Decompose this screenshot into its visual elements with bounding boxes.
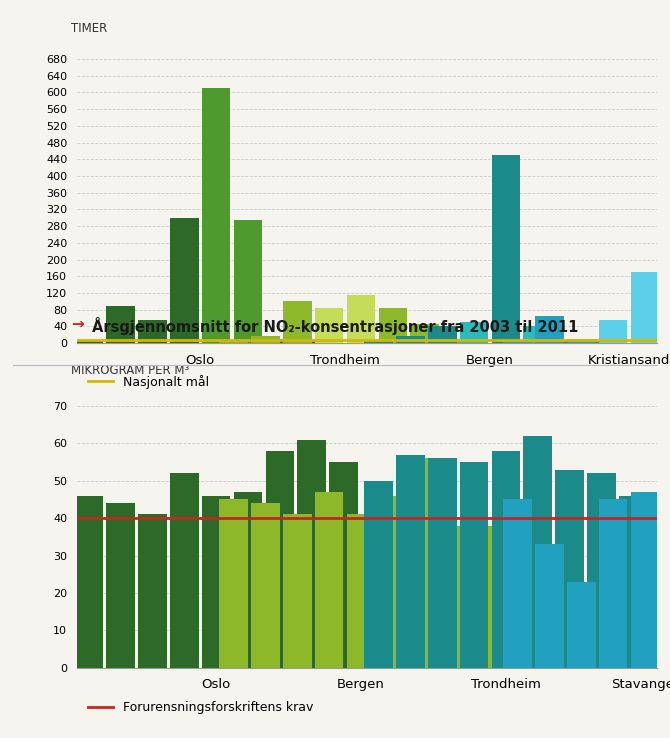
Bar bbox=[503, 500, 532, 668]
Bar bbox=[170, 218, 198, 343]
Bar bbox=[442, 525, 471, 668]
Bar bbox=[411, 458, 439, 668]
Bar bbox=[492, 451, 521, 668]
Bar bbox=[346, 514, 375, 668]
Bar bbox=[460, 462, 488, 668]
Bar bbox=[364, 341, 393, 343]
Bar bbox=[587, 341, 616, 343]
Bar bbox=[460, 323, 488, 343]
Bar bbox=[283, 514, 312, 668]
Bar bbox=[265, 339, 294, 343]
Bar bbox=[138, 514, 167, 668]
Bar bbox=[555, 341, 584, 343]
Legend: Nasjonalt mål: Nasjonalt mål bbox=[83, 370, 214, 394]
Text: Årsgjennomsnitt for NO₂-konsentrasjoner fra 2003 til 2011: Årsgjennomsnitt for NO₂-konsentrasjoner … bbox=[92, 317, 578, 335]
Bar bbox=[106, 306, 135, 343]
Bar bbox=[202, 496, 230, 668]
Bar bbox=[503, 341, 532, 343]
Bar bbox=[630, 492, 659, 668]
Bar bbox=[599, 500, 628, 668]
Bar bbox=[297, 440, 326, 668]
Bar bbox=[535, 545, 563, 668]
Bar bbox=[106, 503, 135, 668]
Bar bbox=[599, 320, 628, 343]
Bar bbox=[234, 220, 263, 343]
Bar bbox=[555, 469, 584, 668]
Bar bbox=[567, 339, 596, 343]
Bar bbox=[234, 492, 263, 668]
Bar bbox=[428, 326, 456, 343]
Text: TIMER: TIMER bbox=[71, 22, 107, 35]
Bar bbox=[379, 496, 407, 668]
Bar bbox=[379, 308, 407, 343]
Bar bbox=[523, 326, 552, 343]
Bar bbox=[265, 451, 294, 668]
Bar bbox=[219, 341, 248, 343]
Text: MIKROGRAM PER M³: MIKROGRAM PER M³ bbox=[71, 364, 190, 377]
Bar bbox=[251, 336, 280, 343]
Bar bbox=[523, 436, 552, 668]
Text: →: → bbox=[71, 317, 84, 332]
Bar bbox=[251, 503, 280, 668]
Text: KILDE: Sentral database for luftovervåkningsdata, 2012 / miljøstatus.no: KILDE: Sentral database for luftovervåkn… bbox=[77, 420, 450, 432]
Bar bbox=[315, 492, 344, 668]
Bar bbox=[74, 496, 103, 668]
Bar bbox=[346, 295, 375, 343]
Bar bbox=[492, 155, 521, 343]
Bar bbox=[219, 500, 248, 668]
Bar bbox=[428, 458, 456, 668]
Bar bbox=[283, 301, 312, 343]
Bar bbox=[587, 473, 616, 668]
Bar bbox=[364, 480, 393, 668]
Bar bbox=[202, 89, 230, 343]
Bar bbox=[567, 582, 596, 668]
Bar bbox=[74, 341, 103, 343]
Legend: Forurensningsforskriftens krav: Forurensningsforskriftens krav bbox=[83, 696, 319, 720]
Bar bbox=[329, 462, 358, 668]
Bar bbox=[630, 272, 659, 343]
Bar bbox=[663, 258, 670, 343]
Bar bbox=[138, 320, 167, 343]
Bar bbox=[535, 316, 563, 343]
Bar bbox=[396, 336, 425, 343]
Bar bbox=[474, 525, 503, 668]
Bar bbox=[411, 325, 439, 343]
Bar bbox=[315, 308, 344, 343]
Bar bbox=[396, 455, 425, 668]
Bar bbox=[170, 473, 198, 668]
Bar bbox=[663, 489, 670, 668]
Bar bbox=[442, 341, 471, 343]
Bar bbox=[297, 341, 326, 343]
Bar bbox=[619, 496, 648, 668]
